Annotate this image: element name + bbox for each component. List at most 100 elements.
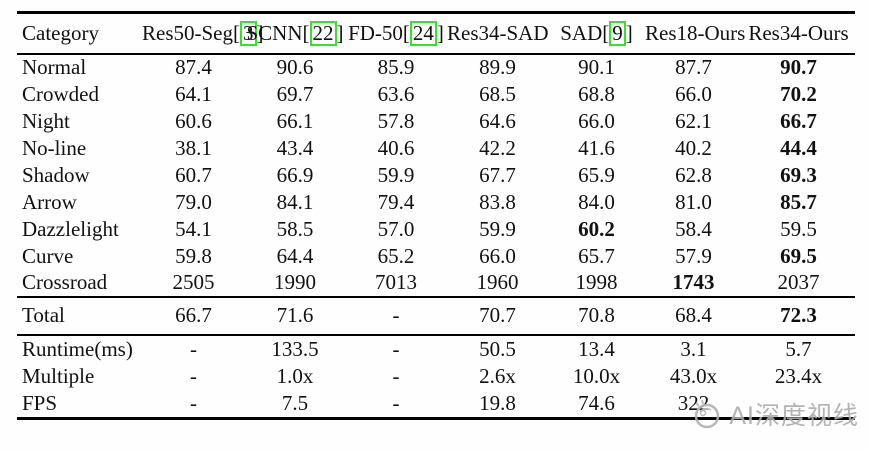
- value-cell: 68.5: [479, 81, 516, 106]
- value-cell: 19.8: [479, 391, 516, 416]
- value-cell: 85.9: [377, 55, 415, 79]
- table-row-crowded: Crowded 64.1 69.7 63.6 68.5 68.8 66.0 70.2: [17, 81, 855, 108]
- column-header-category: Category: [17, 13, 142, 54]
- value-cell: 69.7: [276, 81, 314, 106]
- value-cell: 87.4: [175, 55, 212, 79]
- row-category: Total: [22, 303, 65, 327]
- value-cell: 66.0: [479, 243, 516, 268]
- value-cell: 70.2: [780, 81, 817, 106]
- value-cell: 70.8: [578, 303, 615, 327]
- table-row-multiple: Multiple - 1.0x - 2.6x 10.0x 43.0x 23.4x: [17, 363, 855, 391]
- value-cell: [742, 391, 855, 419]
- value-cell: 60.6: [175, 108, 212, 133]
- value-cell: 90.6: [276, 55, 314, 79]
- value-cell: -: [392, 391, 400, 416]
- value-cell: 58.4: [675, 216, 712, 241]
- value-cell: 70.7: [479, 303, 516, 327]
- value-cell: 79.0: [175, 189, 212, 214]
- value-cell: 65.9: [578, 162, 615, 187]
- row-category: FPS: [22, 391, 58, 416]
- column-header-res34-sad: Res34-SAD: [447, 13, 549, 54]
- value-cell: 66.1: [276, 108, 314, 133]
- value-cell: 10.0x: [572, 364, 621, 388]
- value-cell: 65.2: [377, 243, 415, 268]
- table-row-curve: Curve 59.8 64.4 65.2 66.0 65.7 57.9 69.5: [17, 243, 855, 270]
- value-cell: -: [190, 391, 197, 416]
- row-category: Normal: [22, 55, 87, 79]
- value-cell: 66.0: [578, 108, 615, 133]
- value-cell: 62.1: [675, 108, 712, 133]
- value-cell: 79.4: [377, 189, 415, 214]
- value-cell: 43.0x: [669, 364, 718, 388]
- table-row-night: Night 60.6 66.1 57.8 64.6 66.0 62.1 66.7: [17, 108, 855, 135]
- value-cell: 67.7: [479, 162, 516, 187]
- value-cell: 133.5: [271, 336, 319, 361]
- value-cell: 58.5: [276, 216, 314, 241]
- value-cell: 7.5: [281, 391, 309, 416]
- row-category: Night: [22, 108, 70, 133]
- value-cell: 66.0: [675, 81, 712, 106]
- table-row-arrow: Arrow 79.0 84.1 79.4 83.8 84.0 81.0 85.7: [17, 189, 855, 216]
- value-cell: 59.8: [175, 243, 212, 268]
- column-label: Res50-Seg: [142, 20, 233, 45]
- table-row-no-line: No-line 38.1 43.4 40.6 42.2 41.6 40.2 44.4: [17, 135, 855, 162]
- value-cell: 59.9: [377, 162, 415, 187]
- table-header: Category Res50-Seg[3] SCNN[22] FD-50[24] Res…: [17, 13, 855, 54]
- value-cell: 65.7: [578, 243, 615, 268]
- value-cell: 1990: [274, 270, 316, 294]
- column-header-scnn: SCNN[22]: [246, 20, 344, 46]
- value-cell: 57.8: [377, 108, 415, 133]
- value-cell: 81.0: [675, 189, 712, 214]
- value-cell: 64.6: [479, 108, 516, 133]
- column-header-res18-ours: Res18-Ours: [645, 13, 746, 54]
- accuracy-section: Normal 87.4 90.6 85.9 89.9 90.1 87.7 90.7 Crowde…: [17, 54, 855, 297]
- value-cell: 2037: [777, 270, 820, 294]
- value-cell: 1.0x: [276, 364, 314, 388]
- value-cell: 50.5: [479, 336, 516, 361]
- value-cell: 84.1: [276, 189, 314, 214]
- value-cell: -: [190, 364, 197, 388]
- table-row-crossroad: Crossroad 2505 1990 7013 1960 1998 1743 2037: [17, 270, 855, 297]
- results-table: Category Res50-Seg[3] SCNN[22] FD-50[24] Res…: [17, 11, 855, 420]
- column-header-sad: SAD[9]: [560, 20, 633, 46]
- value-cell: 42.2: [479, 135, 516, 160]
- value-cell: 40.6: [377, 135, 415, 160]
- table-row-runtime-ms-: Runtime(ms) - 133.5 - 50.5 13.4 3.1 5.7: [17, 335, 855, 363]
- row-category: Crowded: [22, 81, 99, 106]
- value-cell: 43.4: [276, 135, 314, 160]
- column-header-res50-seg: Res50-Seg[3]: [142, 20, 264, 46]
- value-cell: 38.1: [175, 135, 212, 160]
- column-label: Res34-Ours: [748, 20, 849, 45]
- row-category: Curve: [22, 243, 74, 268]
- table-row-fps: FPS - 7.5 - 19.8 74.6 322: [17, 391, 855, 419]
- value-cell: 5.7: [785, 336, 812, 361]
- row-category: Multiple: [22, 364, 95, 388]
- column-header-res34-ours: Res34-Ours: [742, 13, 855, 54]
- value-cell: 1960: [476, 270, 519, 294]
- total-section: Total 66.7 71.6 - 70.7 70.8 68.4 72.3: [17, 296, 855, 335]
- value-cell: 90.7: [780, 55, 817, 79]
- value-cell: 66.7: [780, 108, 817, 133]
- citation-ref-22: 22: [309, 20, 337, 46]
- table-row-normal: Normal 87.4 90.6 85.9 89.9 90.1 87.7 90.7: [17, 54, 855, 81]
- value-cell: 44.4: [780, 135, 817, 160]
- table-row-total: Total 66.7 71.6 - 70.7 70.8 68.4 72.3: [17, 297, 855, 335]
- value-cell: 57.0: [377, 216, 415, 241]
- value-cell: 87.7: [675, 55, 712, 79]
- performance-section: Runtime(ms) -133.5-50.5 13.4 3.1 5.7 Multiple…: [17, 335, 855, 419]
- citation-ref-24: 24: [409, 20, 437, 46]
- value-cell: 71.6: [276, 303, 314, 327]
- citation-ref-3: 3: [240, 20, 257, 46]
- value-cell: 62.8: [675, 162, 712, 187]
- value-cell: 68.8: [578, 81, 615, 106]
- column-label: Res18-Ours: [645, 20, 746, 45]
- value-cell: 66.7: [175, 303, 212, 327]
- column-label: SCNN: [246, 20, 303, 45]
- row-category: Arrow: [22, 189, 77, 214]
- row-category: Crossroad: [22, 270, 108, 294]
- value-cell: 13.4: [578, 336, 615, 361]
- value-cell: 90.1: [578, 55, 615, 79]
- value-cell: 69.3: [780, 162, 817, 187]
- value-cell: 2.6x: [479, 364, 516, 388]
